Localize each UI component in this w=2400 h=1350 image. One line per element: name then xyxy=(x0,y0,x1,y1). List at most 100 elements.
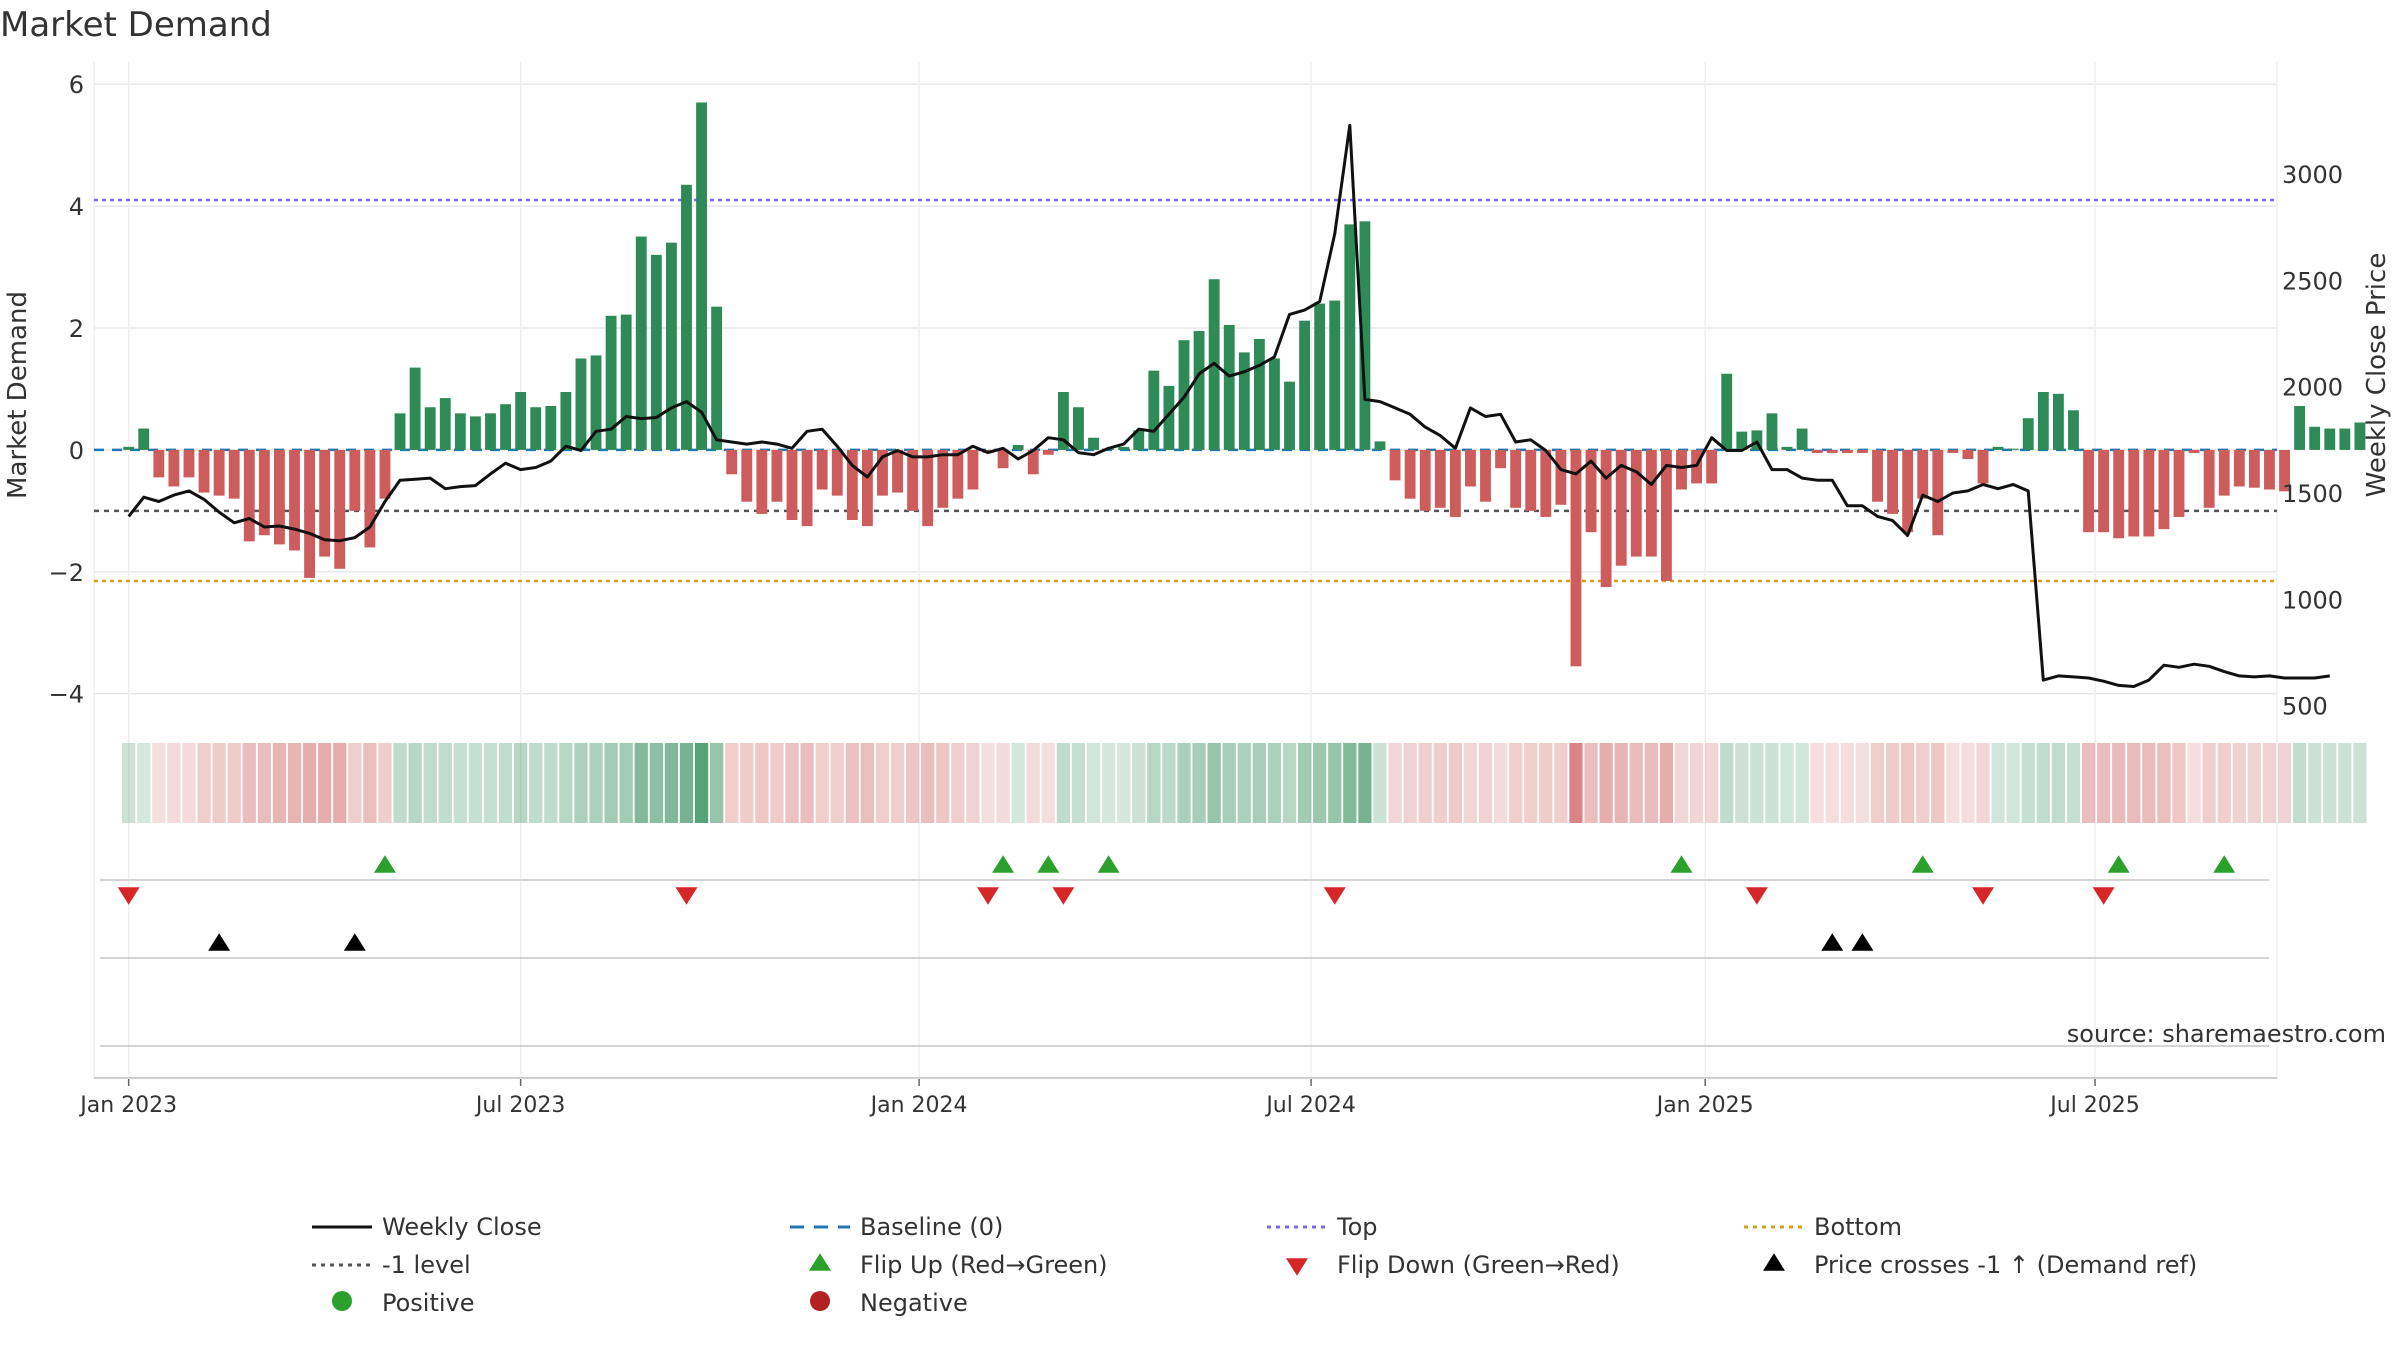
demand-bar xyxy=(1962,449,1974,460)
heat-cell xyxy=(2142,743,2156,823)
demand-bar xyxy=(2068,410,2079,450)
demand-bar xyxy=(846,449,858,520)
heat-cell xyxy=(966,743,980,823)
price-cross-marker xyxy=(208,933,231,951)
heat-cell xyxy=(408,743,422,823)
heat-cell xyxy=(378,743,392,823)
demand-bar xyxy=(500,404,512,450)
demand-bar xyxy=(2203,449,2215,508)
x-tick-label: Jul 2024 xyxy=(1264,1093,1356,1118)
demand-bar xyxy=(2339,428,2351,450)
heat-cell xyxy=(1539,743,1553,823)
demand-bar xyxy=(1465,449,1476,487)
legend-swatch-triangle-up xyxy=(1763,1253,1785,1271)
heat-cell xyxy=(2262,743,2277,823)
heat-cell xyxy=(1629,743,1643,823)
heat-cell xyxy=(2006,743,2020,823)
demand-bar xyxy=(2158,449,2170,530)
demand-bar xyxy=(2248,449,2260,488)
legend-swatch-triangle-down xyxy=(1286,1258,1308,1276)
heat-cell xyxy=(1554,743,1568,823)
demand-bar xyxy=(907,449,919,511)
heat-cell xyxy=(514,743,528,823)
flip-down-marker xyxy=(117,887,140,905)
heat-cell xyxy=(589,743,603,823)
demand-bar xyxy=(469,416,481,450)
legend-label: Price crosses -1 ↑ (Demand ref) xyxy=(1814,1251,2197,1279)
demand-bar xyxy=(1284,381,1295,450)
demand-bar xyxy=(1615,449,1627,566)
demand-bar xyxy=(696,102,707,450)
demand-bar xyxy=(198,449,210,493)
heat-cell xyxy=(1101,743,1116,823)
y2-tick-label: 1500 xyxy=(2282,480,2343,508)
demand-bar xyxy=(2294,406,2306,450)
heat-cell xyxy=(529,743,543,823)
heat-cell xyxy=(152,743,166,823)
demand-bar xyxy=(605,315,617,450)
flip-up-marker xyxy=(2107,855,2130,873)
demand-bar xyxy=(454,413,466,450)
heat-cell xyxy=(2127,743,2141,823)
heat-cell xyxy=(272,743,287,823)
demand-bar xyxy=(289,449,300,551)
demand-bar xyxy=(424,407,436,450)
demand-bar xyxy=(2233,449,2245,487)
demand-bar xyxy=(2052,393,2064,450)
demand-bar xyxy=(1676,449,1687,490)
heat-cell xyxy=(2292,743,2307,823)
flip-up-marker xyxy=(1097,855,1120,873)
heat-cell xyxy=(905,743,920,823)
heat-cell xyxy=(1041,743,1055,823)
heat-cell xyxy=(2051,743,2066,823)
heat-cell xyxy=(468,743,483,823)
legend-label: Positive xyxy=(382,1289,475,1317)
heat-cell xyxy=(755,743,769,823)
demand-bar xyxy=(620,314,632,450)
heat-cell xyxy=(1403,743,1417,823)
demand-bar xyxy=(1856,449,1868,453)
demand-bar xyxy=(650,254,662,450)
demand-bar xyxy=(2083,449,2094,533)
demand-bar xyxy=(1706,449,1718,484)
heat-cell xyxy=(1297,743,1312,823)
grid xyxy=(93,62,2278,1078)
heat-cell xyxy=(1870,743,1885,823)
heat-cell xyxy=(1509,743,1523,823)
demand-bar xyxy=(922,449,934,527)
heat-cell xyxy=(936,743,950,823)
heat-cell xyxy=(664,743,679,823)
heat-cell xyxy=(1780,743,1794,823)
demand-bar xyxy=(1947,449,1959,453)
price-cross-marker xyxy=(1851,933,1874,951)
heat-cell xyxy=(1448,743,1462,823)
heat-cell xyxy=(1222,743,1236,823)
heat-cell xyxy=(423,743,437,823)
flip-up-marker xyxy=(2213,855,2236,873)
demand-bar xyxy=(1887,449,1898,514)
demand-bar xyxy=(1238,352,1250,450)
demand-bar xyxy=(1826,449,1838,453)
heat-cell xyxy=(981,743,995,823)
heat-cell xyxy=(770,743,784,823)
heat-cell xyxy=(559,743,573,823)
demand-bar xyxy=(1344,224,1356,450)
demand-bar xyxy=(801,449,813,527)
heat-cell xyxy=(875,743,890,823)
legend-label: Baseline (0) xyxy=(860,1213,1003,1241)
demand-bar xyxy=(2188,449,2200,453)
demand-bar xyxy=(515,392,527,450)
demand-bar xyxy=(771,449,783,502)
demand-bar xyxy=(1073,407,1084,450)
heat-cell xyxy=(1086,743,1101,823)
flip-down-marker xyxy=(1745,887,1768,905)
heat-cell xyxy=(1750,743,1764,823)
demand-bar xyxy=(1796,428,1808,450)
heat-cell xyxy=(137,743,151,823)
heat-cell xyxy=(2353,743,2367,823)
demand-bar xyxy=(364,449,376,548)
heat-cell xyxy=(830,743,844,823)
demand-bar xyxy=(2173,449,2185,517)
heat-cell xyxy=(363,743,377,823)
demand-bar xyxy=(2279,449,2290,492)
